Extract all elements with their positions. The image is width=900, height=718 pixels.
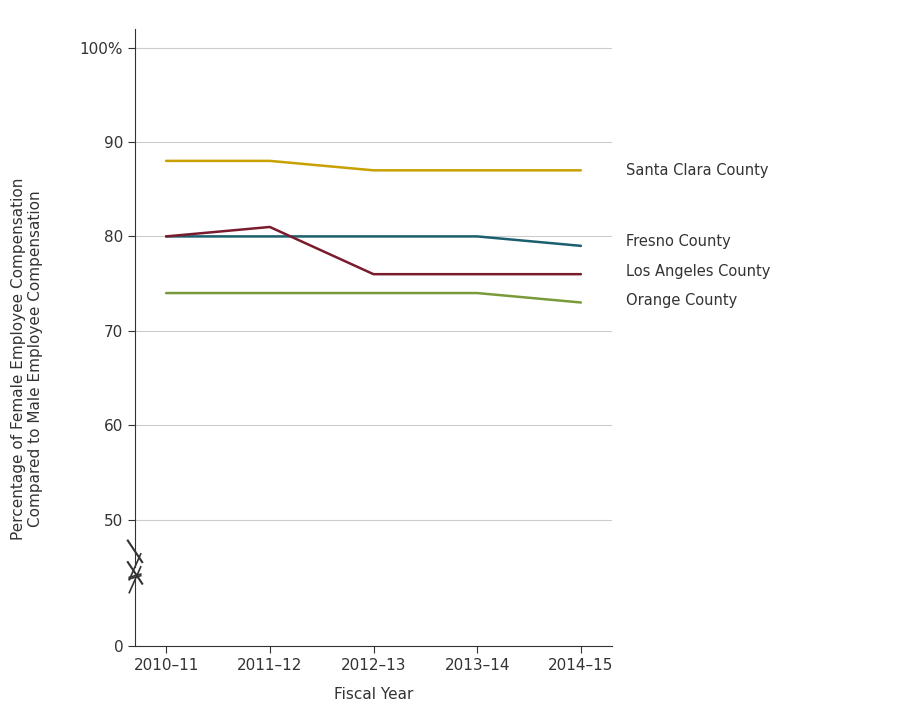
Text: Orange County: Orange County — [626, 293, 737, 308]
X-axis label: Fiscal Year: Fiscal Year — [334, 687, 413, 702]
Text: Percentage of Female Employee Compensation
Compared to Male Employee Compensatio: Percentage of Female Employee Compensati… — [11, 178, 43, 540]
Text: Los Angeles County: Los Angeles County — [626, 264, 770, 279]
Text: Fresno County: Fresno County — [626, 233, 731, 248]
Text: Santa Clara County: Santa Clara County — [626, 163, 769, 178]
